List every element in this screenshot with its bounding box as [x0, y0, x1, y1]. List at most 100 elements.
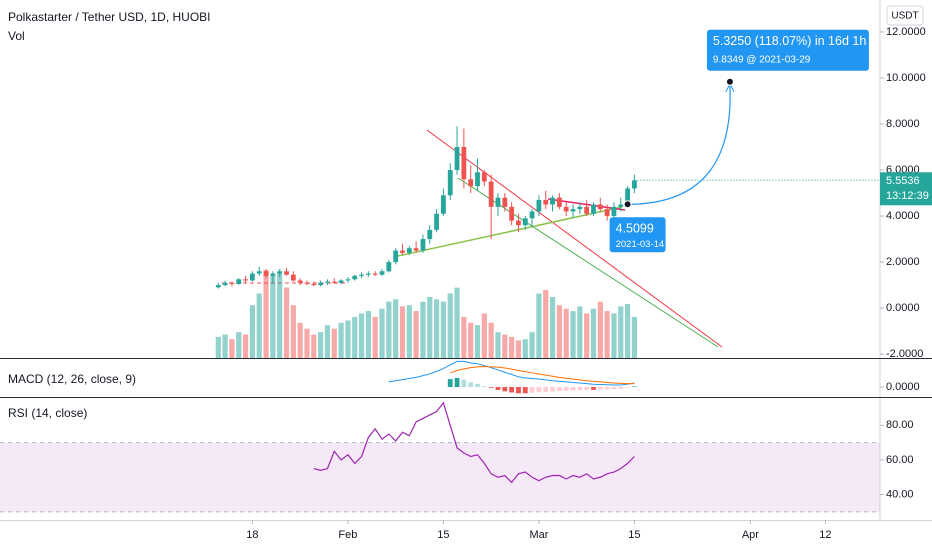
macd-title: MACD (12, 26, close, 9)	[8, 372, 136, 386]
candle-body	[215, 285, 221, 288]
y-tick-label: 10.0000	[886, 72, 926, 84]
candle-body	[372, 273, 378, 275]
candle-body	[597, 204, 603, 210]
start-date: 2021-03-14	[616, 239, 665, 250]
volume-bar	[454, 287, 460, 358]
candle-body	[311, 283, 317, 286]
candle-body	[256, 271, 262, 274]
volume-bar	[290, 305, 296, 358]
volume-bar	[563, 308, 569, 358]
candle-body	[618, 204, 624, 207]
volume-bar	[352, 316, 358, 358]
candle-body	[420, 239, 426, 251]
volume-bar	[406, 305, 412, 358]
trend-line	[397, 206, 623, 257]
volume-bar	[270, 275, 276, 358]
macd-histogram-bar	[597, 387, 603, 390]
currency-label[interactable]: USDT	[891, 11, 918, 22]
volume-bar	[427, 296, 433, 358]
volume-bar	[379, 308, 385, 358]
y-tick-label: 12.0000	[886, 26, 926, 38]
chart-title: Polkastarter / Tether USD, 1D, HUOBI	[8, 10, 211, 24]
x-tick-label: Mar	[529, 529, 548, 541]
volume-bar	[358, 313, 365, 358]
candle-body	[563, 206, 569, 212]
candle-body	[352, 275, 358, 280]
candle-body	[263, 271, 269, 276]
volume-bar	[624, 304, 631, 358]
last-price-label: 5.5536	[886, 175, 920, 187]
candle-body	[386, 262, 392, 272]
candle-body	[475, 172, 480, 187]
macd-histogram-bar	[556, 387, 562, 392]
y-tick-label: 0.0000	[886, 302, 920, 314]
candle-body	[297, 280, 303, 283]
y-tick-label: 60.00	[886, 454, 914, 466]
candle-body	[359, 274, 364, 276]
volume-bar	[577, 306, 583, 358]
macd-histogram-bar	[625, 387, 630, 388]
candle-body	[236, 279, 242, 284]
y-tick-label: 0.0000	[886, 381, 920, 393]
candle-body	[522, 218, 528, 226]
candle-body	[345, 279, 351, 281]
trend-line	[457, 177, 719, 348]
macd-histogram-bar	[481, 386, 487, 388]
candle-body	[604, 209, 610, 217]
volume-bar	[481, 313, 487, 358]
volume-bar	[215, 336, 221, 358]
y-tick-label: 2.0000	[886, 256, 920, 268]
candle-body	[250, 273, 255, 281]
volume-bar	[631, 316, 638, 358]
candle-body	[632, 180, 637, 189]
rsi-line	[313, 401, 635, 484]
volume-bar	[345, 320, 351, 358]
candle-body	[406, 248, 412, 253]
macd-histogram-bar	[461, 379, 467, 388]
volume-bar	[222, 334, 228, 358]
candle-body	[447, 170, 453, 196]
macd-histogram-bar	[632, 386, 637, 388]
macd-histogram-bar	[475, 383, 480, 388]
volume-bar	[440, 301, 447, 358]
macd-histogram-bar	[550, 387, 555, 392]
candle-body	[570, 209, 576, 212]
candle-body	[393, 250, 399, 263]
volume-bar	[447, 293, 453, 358]
y-tick-label: 80.00	[886, 419, 914, 431]
volume-bar	[604, 311, 610, 358]
volume-bar	[433, 299, 440, 358]
candle-body	[365, 273, 371, 275]
macd-histogram-bar	[611, 387, 617, 390]
projection-box	[706, 29, 869, 71]
y-tick-label: -2.0000	[886, 348, 923, 360]
candle-body	[556, 197, 562, 207]
countdown-label: 13:12:39	[886, 190, 929, 202]
candle-body	[331, 281, 337, 283]
candle-body	[529, 211, 535, 219]
candle-body	[550, 197, 555, 205]
candle-body	[591, 204, 596, 214]
candle-body	[427, 229, 433, 240]
macd-histogram-bar	[543, 387, 549, 392]
candle-body	[413, 248, 419, 251]
y-tick-label: 4.0000	[886, 210, 920, 222]
volume-bar	[399, 306, 406, 358]
volume-bar	[502, 334, 508, 358]
volume-bar	[256, 293, 262, 358]
trend-line	[426, 129, 723, 348]
y-tick-label: 8.0000	[886, 118, 920, 130]
macd-histogram-bar	[516, 387, 521, 394]
volume-bar	[304, 328, 310, 358]
volume-bar	[461, 316, 467, 358]
volume-bar	[611, 313, 617, 358]
macd-signal-line	[450, 366, 635, 385]
volume-bar	[236, 332, 242, 358]
currency-button[interactable]	[886, 5, 924, 26]
volume-bar	[249, 305, 256, 358]
x-tick-label: 15	[628, 529, 640, 541]
candle-body	[400, 250, 405, 253]
volume-bar	[311, 334, 317, 358]
macd-histogram-bar	[502, 387, 508, 392]
